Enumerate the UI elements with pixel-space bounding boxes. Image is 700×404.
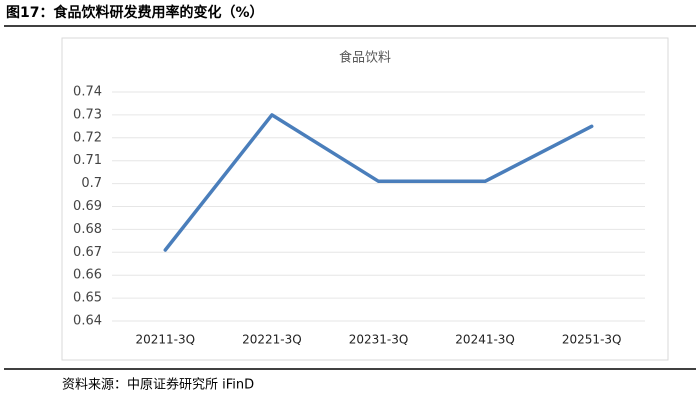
y-tick-label: 0.68 — [73, 222, 102, 237]
x-tick-label: 20211-3Q — [136, 333, 196, 347]
y-tick-label: 0.64 — [73, 314, 102, 329]
y-tick-label: 0.74 — [73, 85, 102, 100]
y-tick-label: 0.65 — [73, 291, 102, 306]
data-line — [163, 113, 594, 252]
y-tick-label: 0.7 — [81, 176, 102, 191]
page-title: 图17：食品饮料研发费用率的变化（%） — [6, 4, 264, 21]
x-tick-label: 20241-3Q — [455, 333, 515, 347]
y-tick-label: 0.69 — [73, 199, 102, 214]
y-tick-label: 0.72 — [73, 130, 102, 145]
x-tick-label: 20251-3Q — [562, 333, 622, 347]
y-tick-label: 0.71 — [73, 153, 102, 168]
plot: 0.64 0.65 0.66 0.67 0.68 0.69 0.7 0.71 0.72 0.73 0… — [73, 85, 645, 347]
x-tick-label: 20221-3Q — [242, 333, 302, 347]
y-tick-label: 0.73 — [73, 107, 102, 122]
y-tick-label: 0.66 — [73, 268, 102, 283]
y-tick-label: 0.67 — [73, 245, 102, 260]
chart-frame — [61, 37, 669, 361]
chart-title: 食品饮料 — [339, 50, 391, 66]
x-tick-label: 20231-3Q — [349, 333, 409, 347]
source: 资料来源：中原证券研究所 iFinD — [62, 377, 254, 393]
